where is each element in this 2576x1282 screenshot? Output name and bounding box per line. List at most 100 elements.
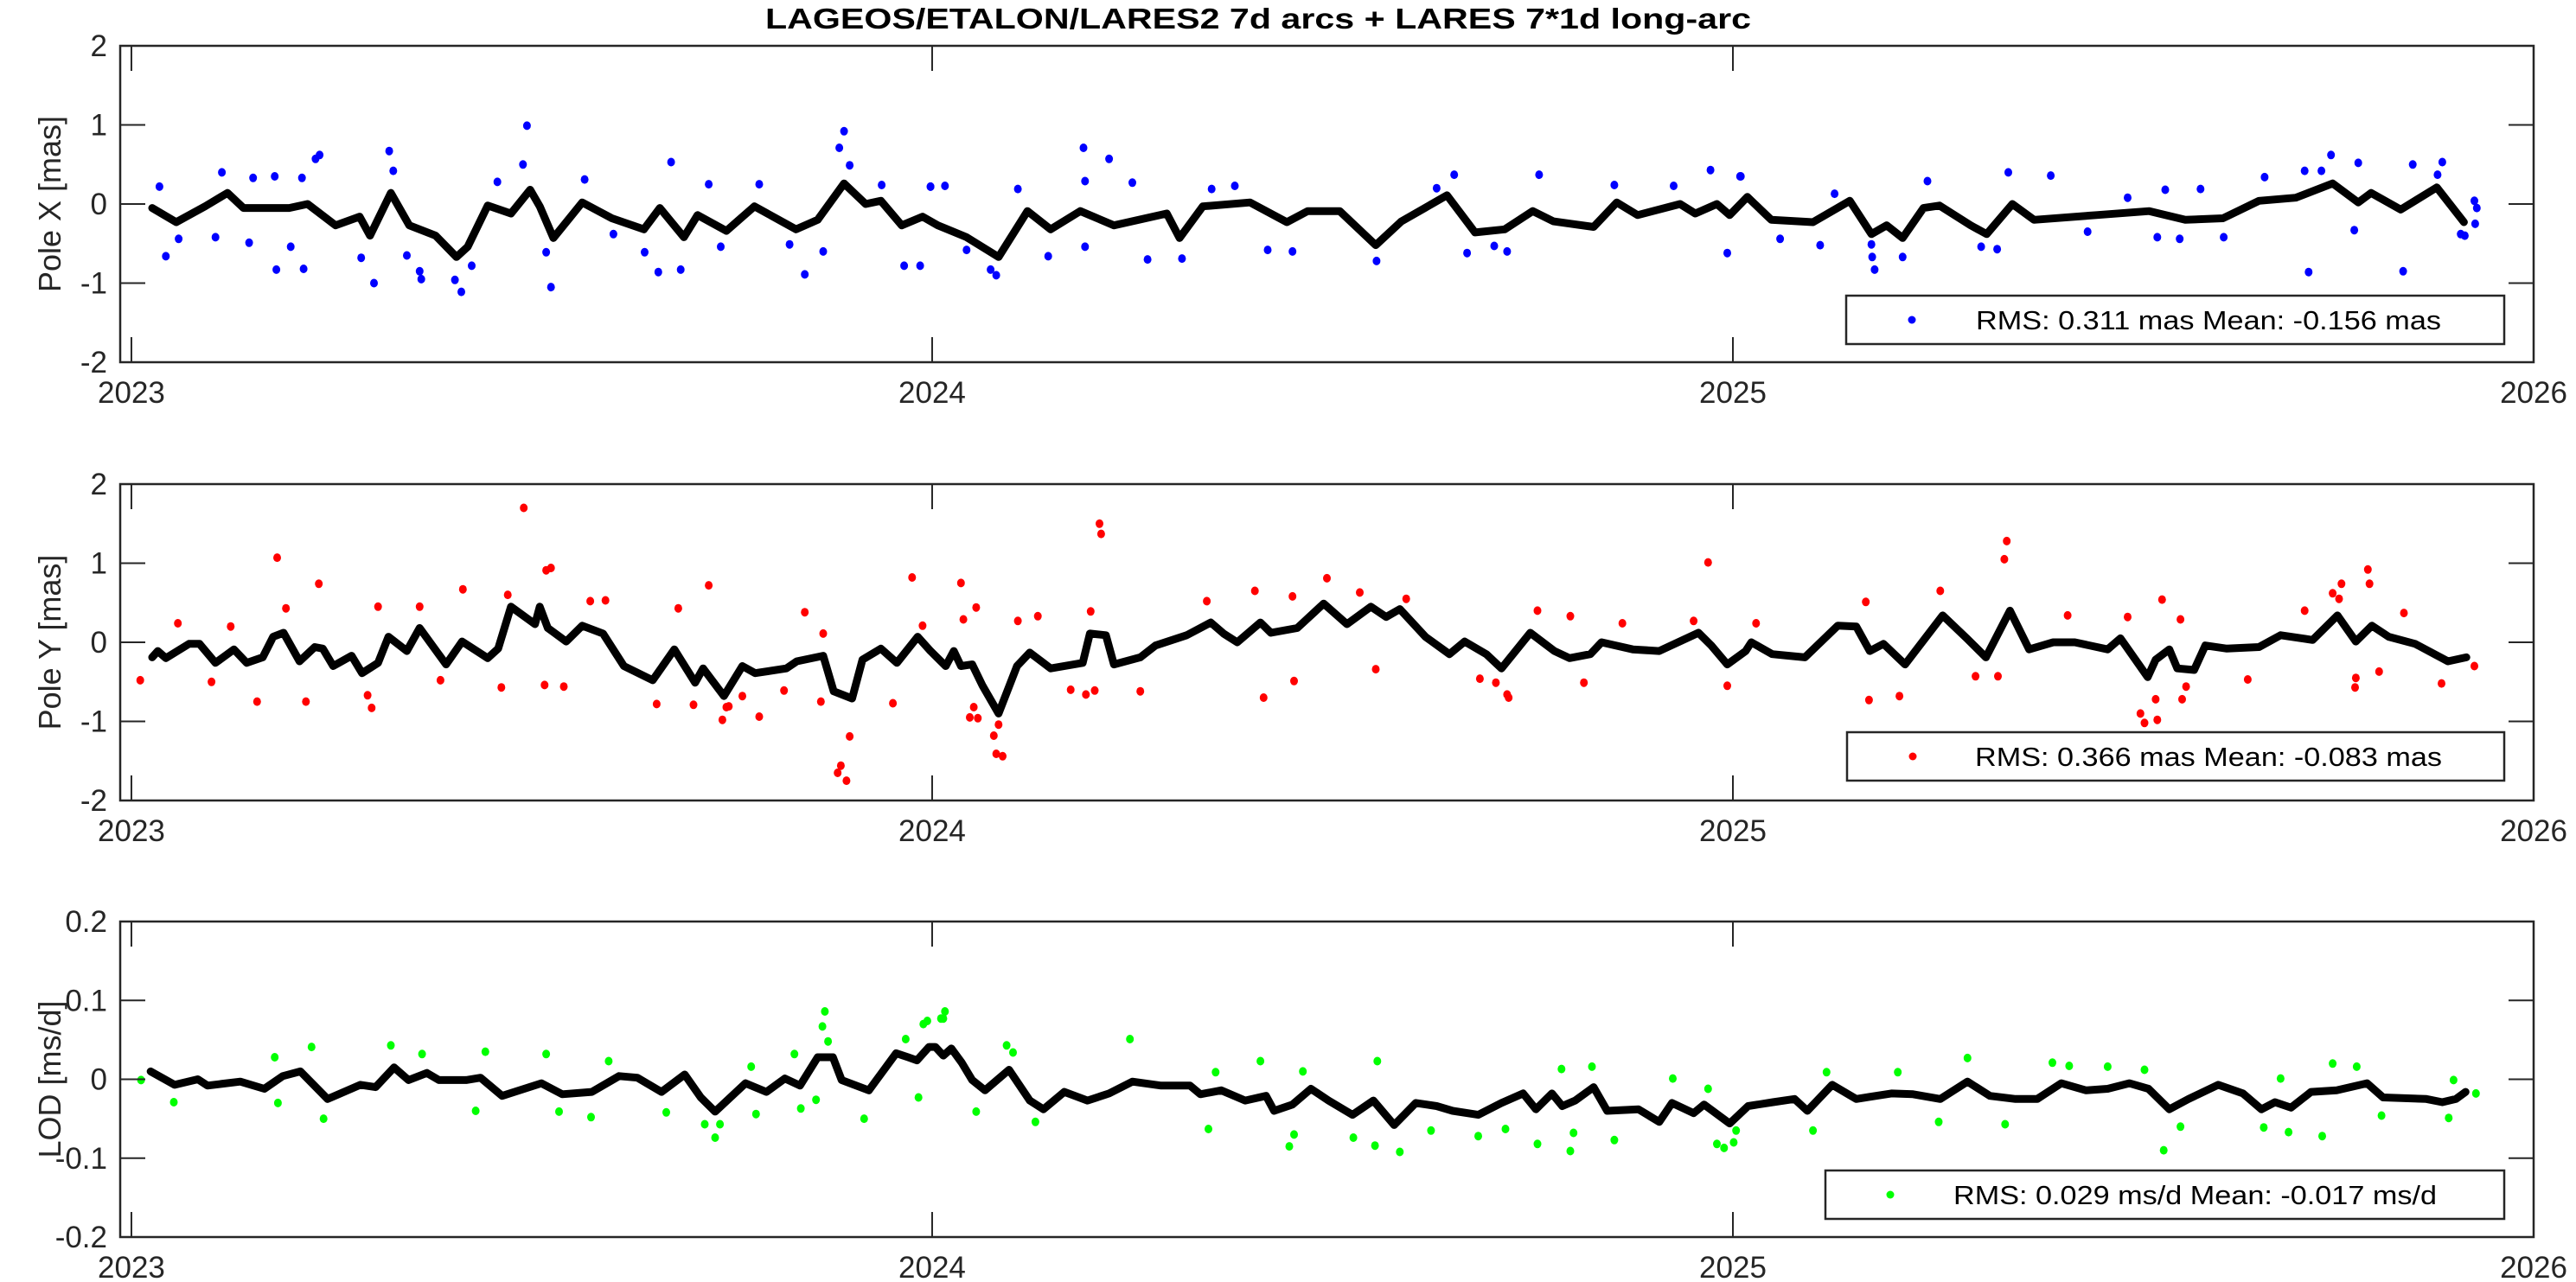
data-point [2136, 709, 2145, 718]
data-point [2159, 1145, 2168, 1155]
data-point [218, 168, 227, 177]
data-point [297, 173, 306, 182]
data-point [2399, 266, 2407, 276]
data-point [370, 278, 378, 288]
data-point [519, 160, 527, 169]
x-tick-label: 2025 [1699, 1251, 1767, 1282]
data-point [966, 712, 974, 722]
data-point [1894, 1068, 1902, 1077]
y-tick-label: 1 [91, 109, 107, 143]
y-tick-label: -2 [80, 784, 107, 818]
scatter-series [136, 503, 2478, 786]
data-point [2049, 1058, 2056, 1068]
data-point [842, 776, 851, 786]
data-point [307, 1043, 316, 1052]
data-point [2337, 579, 2346, 589]
data-point [208, 677, 216, 686]
x-tick-label: 2023 [98, 1251, 165, 1282]
x-tick-label: 2024 [898, 1251, 966, 1282]
data-point [249, 173, 258, 182]
data-point [1207, 184, 1216, 194]
data-point [1566, 611, 1575, 621]
data-point [286, 242, 295, 252]
data-point [1033, 611, 1042, 621]
legend-label: RMS: 0.029 ms/d Mean: -0.017 ms/d [1953, 1180, 2437, 1210]
data-point [2103, 1062, 2112, 1071]
data-point [1934, 1117, 1943, 1126]
data-point [1580, 678, 1588, 687]
data-point [385, 146, 393, 156]
data-point [755, 712, 764, 721]
data-point [1136, 686, 1145, 696]
data-point [2327, 150, 2336, 160]
data-point [1096, 519, 1103, 528]
data-point [1044, 252, 1052, 261]
data-point [272, 265, 281, 274]
data-point [1736, 172, 1745, 181]
data-point [468, 261, 476, 271]
data-point [2176, 1122, 2185, 1132]
data-point [1490, 241, 1499, 251]
data-point [1371, 1141, 1379, 1151]
data-point [2001, 1119, 2010, 1129]
data-point [1079, 144, 1088, 152]
data-point [2276, 1074, 2285, 1083]
data-point [1610, 1135, 1619, 1145]
data-point [1503, 690, 1512, 699]
data-point [689, 700, 698, 710]
data-point [819, 628, 828, 638]
data-point [1557, 1064, 1566, 1074]
data-point [1867, 239, 1876, 249]
legend: RMS: 0.029 ms/d Mean: -0.017 ms/d [1824, 1169, 2506, 1221]
data-point [363, 691, 372, 700]
data-point [2243, 675, 2252, 684]
data-point [1009, 1048, 1017, 1057]
data-point [718, 715, 726, 724]
data-point [559, 682, 568, 692]
data-point [1211, 1068, 1220, 1077]
data-point [2350, 226, 2359, 235]
data-point [2047, 171, 2055, 181]
data-point [835, 144, 844, 152]
data-point [1994, 672, 2002, 681]
data-point [2318, 1132, 2326, 1141]
data-point [878, 181, 886, 189]
data-point [1862, 597, 1870, 607]
data-point [987, 265, 995, 274]
legend: RMS: 0.311 mas Mean: -0.156 mas [1844, 294, 2506, 346]
data-point [900, 261, 909, 271]
data-point [918, 621, 927, 630]
data-point [2176, 234, 2184, 244]
data-point [1013, 616, 1022, 626]
data-point [2000, 554, 2009, 564]
data-point [1720, 1143, 1729, 1152]
x-tick-label: 2026 [2500, 376, 2567, 410]
scatter-series [155, 121, 2481, 297]
data-point [1090, 686, 1099, 695]
data-point [652, 699, 661, 709]
data-point [755, 180, 764, 189]
data-point [2285, 1127, 2293, 1137]
data-point [738, 692, 746, 701]
data-point [840, 126, 848, 136]
data-point [780, 686, 789, 695]
y-tick-label: 0 [91, 188, 107, 221]
data-point [319, 1114, 328, 1124]
data-point [2438, 157, 2446, 167]
x-tick-label: 2023 [98, 814, 165, 848]
data-point [1031, 1117, 1039, 1126]
y-tick-label: -0.2 [55, 1221, 107, 1254]
data-point [1290, 676, 1298, 686]
y-tick-label: 2 [91, 468, 107, 501]
data-point [1463, 248, 1472, 258]
data-point [601, 596, 610, 605]
data-point [1723, 248, 1731, 258]
smoothed-line [146, 1043, 2470, 1129]
data-point [555, 1107, 563, 1116]
data-point [2151, 694, 2160, 704]
data-point [1427, 1126, 1435, 1135]
data-point [1831, 189, 1839, 199]
data-point [2457, 229, 2465, 239]
data-point [1670, 182, 1678, 190]
data-point [2182, 682, 2190, 692]
